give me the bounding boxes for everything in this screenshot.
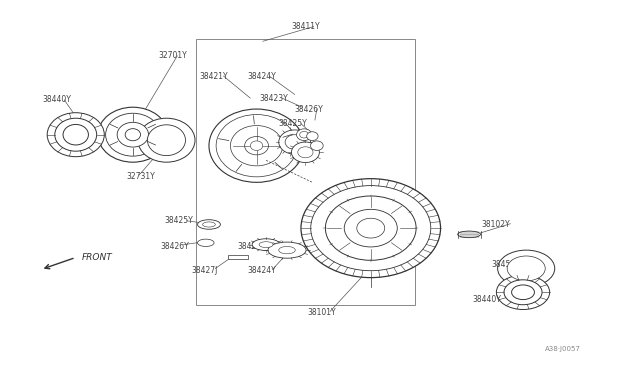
Ellipse shape	[106, 113, 160, 156]
Text: 38424Y: 38424Y	[247, 71, 276, 81]
Ellipse shape	[216, 115, 297, 177]
Ellipse shape	[117, 122, 148, 147]
Text: 38440Y: 38440Y	[472, 295, 501, 304]
Text: 38425Y: 38425Y	[279, 119, 307, 128]
Text: 38424Y: 38424Y	[247, 266, 276, 275]
Text: 38421Y: 38421Y	[200, 71, 228, 81]
Ellipse shape	[279, 130, 310, 154]
Ellipse shape	[298, 147, 313, 158]
Ellipse shape	[138, 118, 195, 162]
Ellipse shape	[458, 231, 481, 238]
Ellipse shape	[244, 137, 268, 155]
Ellipse shape	[279, 247, 295, 254]
Text: 38423Y: 38423Y	[237, 242, 266, 251]
Text: 38411Y: 38411Y	[291, 22, 320, 31]
Ellipse shape	[268, 242, 306, 258]
Ellipse shape	[504, 280, 542, 305]
Ellipse shape	[198, 220, 220, 229]
Ellipse shape	[209, 109, 304, 182]
Ellipse shape	[291, 142, 319, 163]
Text: 38427Y: 38427Y	[260, 140, 289, 148]
Bar	[228, 255, 248, 259]
Ellipse shape	[285, 135, 304, 149]
Text: 38425Y: 38425Y	[164, 216, 193, 225]
Ellipse shape	[325, 196, 416, 260]
Text: 32701Y: 32701Y	[158, 51, 187, 60]
Bar	[196, 39, 415, 305]
Ellipse shape	[296, 129, 312, 141]
Ellipse shape	[301, 179, 440, 278]
Ellipse shape	[55, 118, 97, 151]
Ellipse shape	[98, 107, 168, 162]
Text: FRONT: FRONT	[82, 253, 113, 262]
Ellipse shape	[307, 132, 318, 141]
Ellipse shape	[356, 218, 385, 238]
Ellipse shape	[198, 239, 214, 247]
Text: 38101Y: 38101Y	[307, 308, 336, 317]
Text: 38102Y: 38102Y	[482, 220, 511, 229]
Ellipse shape	[311, 186, 431, 271]
Ellipse shape	[250, 141, 263, 150]
Ellipse shape	[507, 256, 545, 281]
Ellipse shape	[259, 242, 273, 247]
Text: 32731Y: 32731Y	[127, 172, 156, 181]
Text: 38426Y: 38426Y	[160, 242, 189, 251]
Text: A38·J0057: A38·J0057	[545, 346, 581, 352]
Ellipse shape	[252, 239, 280, 250]
Ellipse shape	[147, 125, 186, 155]
Ellipse shape	[125, 129, 141, 141]
Text: 38453Y: 38453Y	[492, 260, 520, 269]
Text: 38423Y: 38423Y	[260, 93, 289, 103]
Ellipse shape	[497, 275, 550, 310]
Ellipse shape	[230, 125, 283, 166]
Ellipse shape	[300, 131, 308, 138]
Ellipse shape	[203, 222, 215, 227]
Text: 38426Y: 38426Y	[294, 105, 323, 113]
Ellipse shape	[498, 250, 555, 287]
Ellipse shape	[511, 285, 534, 299]
Ellipse shape	[310, 141, 323, 150]
Ellipse shape	[63, 125, 88, 145]
Text: 38440Y: 38440Y	[42, 95, 71, 105]
Ellipse shape	[344, 209, 397, 247]
Ellipse shape	[47, 113, 104, 157]
Text: 38427J: 38427J	[192, 266, 218, 275]
